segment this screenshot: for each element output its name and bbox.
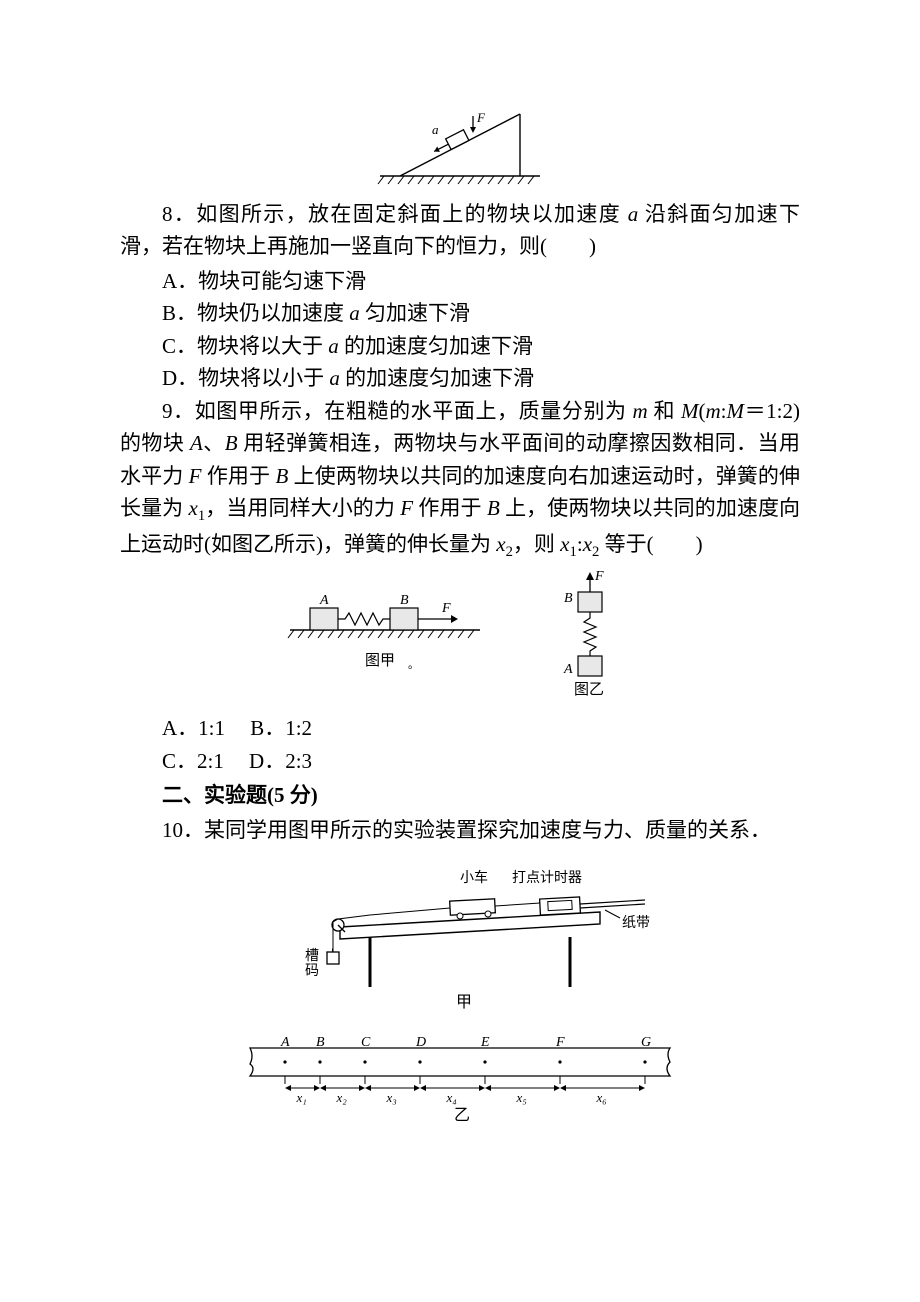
- q9-stem: 9．如图甲所示，在粗糙的水平面上，质量分别为 m 和 M(m:M＝1:2)的物块…: [120, 395, 800, 565]
- q8-stem: 8．如图所示，放在固定斜面上的物块以加速度 a 沿斜面匀加速下滑，若在物块上再施…: [120, 198, 800, 263]
- svg-text:图乙: 图乙: [574, 681, 604, 698]
- svg-text:A: A: [280, 1035, 290, 1050]
- svg-text:x₆: x₆: [596, 1090, 607, 1105]
- svg-text:图甲: 图甲: [365, 652, 395, 669]
- fig-q9: A B F 图甲 。 F B: [120, 570, 800, 710]
- svg-text:A: A: [319, 593, 329, 608]
- page: a F 8．如图所示，放在固定斜面上的物块以加速度 a 沿斜面匀加速下滑，若在物…: [0, 0, 920, 1302]
- svg-text:E: E: [480, 1035, 490, 1050]
- svg-text:小车: 小车: [460, 869, 488, 886]
- svg-text:B: B: [400, 593, 409, 608]
- q8-opt-C: C．物块将以大于 a 的加速度匀加速下滑: [120, 330, 800, 363]
- svg-text:x₂: x₂: [336, 1090, 348, 1105]
- svg-text:A: A: [563, 662, 573, 677]
- svg-text:打点计时器: 打点计时器: [512, 869, 582, 886]
- q9-opts-AB: A．1:1B．1:2: [120, 712, 800, 745]
- svg-text:槽: 槽: [305, 948, 319, 964]
- svg-text:x₃: x₃: [386, 1090, 397, 1105]
- svg-text:B: B: [564, 591, 573, 606]
- fig-q8: a F: [120, 106, 800, 196]
- svg-text:F: F: [594, 570, 604, 584]
- svg-text:甲: 甲: [456, 994, 472, 1011]
- svg-text:码: 码: [305, 963, 319, 979]
- svg-text:C: C: [361, 1035, 371, 1050]
- q8-opt-A: A．物块可能匀速下滑: [120, 265, 800, 298]
- section-2-header: 二、实验题(5 分): [120, 779, 800, 812]
- svg-text:x₄: x₄: [446, 1090, 458, 1105]
- svg-text:F: F: [555, 1035, 565, 1050]
- tape-diagram: A B C D E F Gx₁ x₂ x₃ x₄ x₅ x₆ 乙: [230, 1028, 690, 1128]
- incline-diagram: a F: [360, 106, 560, 186]
- svg-text:。: 。: [408, 659, 419, 671]
- q8-opt-B: B．物块仍以加速度 a 匀加速下滑: [120, 297, 800, 330]
- spring-diagrams: A B F 图甲 。 F B: [270, 570, 650, 700]
- label-F: F: [476, 110, 486, 125]
- apparatus-diagram: 槽 码 小车 打点计时器 纸带 甲: [250, 852, 670, 1012]
- svg-text:乙: 乙: [454, 1107, 470, 1124]
- svg-text:G: G: [641, 1035, 651, 1050]
- fig-q10b: A B C D E F Gx₁ x₂ x₃ x₄ x₅ x₆ 乙: [120, 1028, 800, 1138]
- fig-q10a: 槽 码 小车 打点计时器 纸带 甲: [120, 852, 800, 1022]
- svg-text:F: F: [441, 601, 451, 616]
- svg-text:x₅: x₅: [516, 1090, 527, 1105]
- svg-text:D: D: [415, 1035, 426, 1050]
- label-a: a: [432, 122, 439, 137]
- svg-text:B: B: [316, 1035, 325, 1050]
- svg-text:x₁: x₁: [296, 1090, 307, 1105]
- q8-opt-D: D．物块将以小于 a 的加速度匀加速下滑: [120, 362, 800, 395]
- q10-stem: 10．某同学用图甲所示的实验装置探究加速度与力、质量的关系．: [120, 814, 800, 847]
- svg-text:纸带: 纸带: [622, 915, 650, 931]
- q9-opts-CD: C．2:1D．2:3: [120, 745, 800, 778]
